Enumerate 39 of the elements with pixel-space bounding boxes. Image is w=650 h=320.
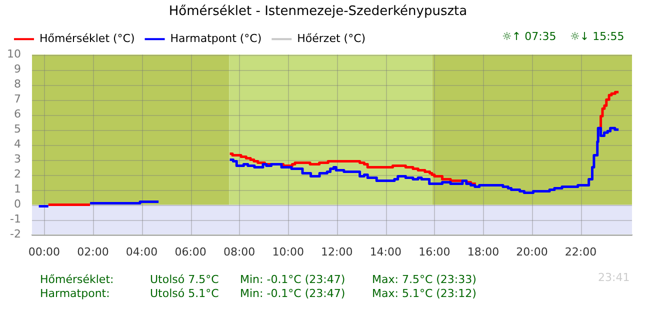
text: ☼↓ 15:55: [570, 30, 624, 43]
y-tick-label: -2: [10, 228, 21, 241]
legend-label: Harmatpont (°C): [170, 32, 262, 45]
x-tick-label: 02:00: [77, 245, 109, 258]
x-tick-label: 08:00: [223, 245, 256, 258]
x-tick-label: 04:00: [126, 245, 158, 258]
x-tick-label: 00:00: [28, 245, 60, 258]
y-tick-label: 3: [14, 152, 21, 166]
x-tick-label: 22:00: [564, 245, 597, 258]
y-tick-label: 2: [14, 168, 21, 181]
text: Harmatpont:: [40, 287, 110, 300]
text: Min: -0.1°C (23:47): [240, 287, 346, 300]
text: Utolsó 5.1°C: [150, 287, 219, 300]
x-tick-label: 14:00: [370, 245, 402, 258]
legend-label: Hőérzet (°C): [297, 32, 366, 45]
legend-label: Hőmérséklet (°C): [40, 32, 135, 45]
y-tick-label: 4: [14, 138, 21, 151]
x-tick-label: 18:00: [467, 245, 500, 258]
text: Min: -0.1°C (23:47): [240, 273, 346, 286]
x-tick-label: 12:00: [321, 245, 353, 258]
text: Max: 7.5°C (23:33): [372, 273, 476, 286]
y-tick-label: 10: [6, 47, 21, 60]
y-tick-label: 7: [14, 92, 21, 106]
y-tick-label: 8: [14, 77, 21, 90]
y-tick-label: 6: [14, 108, 21, 121]
text: ☼↑ 07:35: [502, 30, 556, 43]
x-tick-label: 06:00: [174, 245, 206, 258]
x-tick-label: 16:00: [418, 245, 450, 258]
y-tick-label: 0: [14, 198, 21, 211]
y-tick-label: -1: [10, 212, 21, 226]
chart-title: Hőmérséklet - Istenmezeje-Szederkénypuszta: [168, 4, 468, 20]
y-tick-label: 1: [14, 182, 21, 196]
text: Hőmérséklet:: [40, 273, 114, 286]
text: Max: 5.1°C (23:12): [372, 287, 476, 300]
y-tick-label: 9: [14, 62, 21, 76]
x-tick-label: 20:00: [516, 245, 548, 258]
text: Utolsó 7.5°C: [150, 273, 219, 286]
x-tick-label: 10:00: [272, 245, 304, 258]
y-tick-label: 5: [14, 122, 21, 136]
